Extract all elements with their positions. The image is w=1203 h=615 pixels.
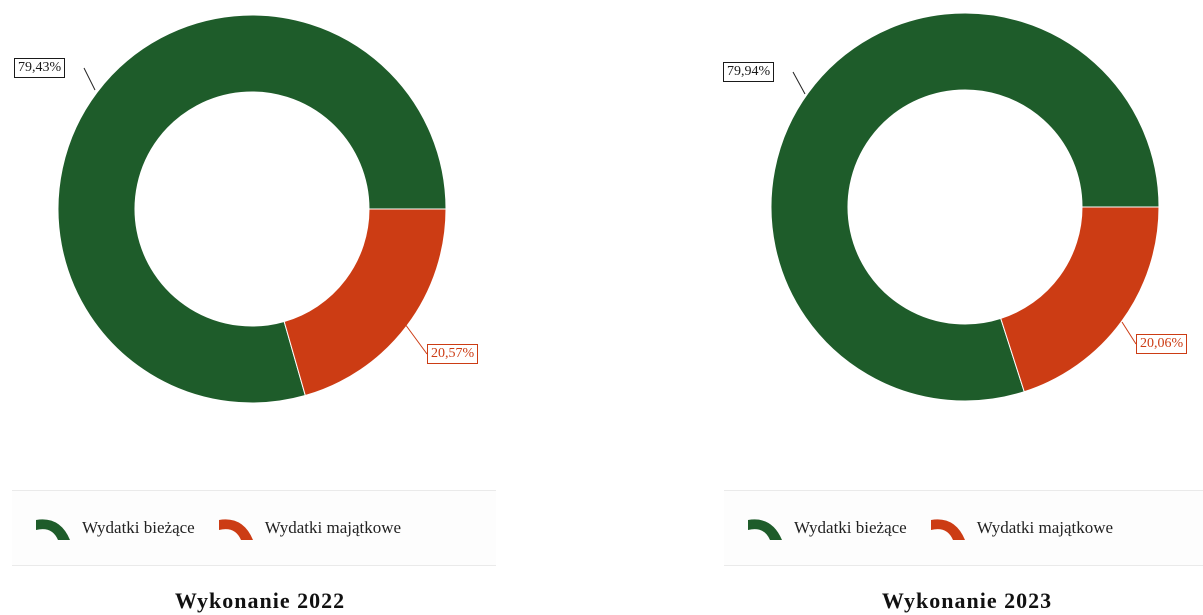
slice-wydatki-biezace xyxy=(57,14,447,404)
data-label-wydatki-majatkowe: 20,06% xyxy=(1136,334,1188,354)
slice-wydatki-majatkowe xyxy=(283,208,447,397)
donut-chart-2023 xyxy=(770,12,1160,402)
chart-2023: Wydatki bieżące Wydatki majątkowe Wykona… xyxy=(600,0,1203,615)
legend-swatch-biezace xyxy=(748,519,782,540)
slice-wydatki-majatkowe xyxy=(1000,206,1160,393)
donut-chart-2022 xyxy=(57,14,447,404)
legend-swatch-majatkowe xyxy=(218,519,253,540)
data-label-wydatki-biezace: 79,43% xyxy=(14,58,66,78)
legend-item-wydatki-majatkowe: Wydatki majątkowe xyxy=(929,514,1113,542)
label-leader-line xyxy=(792,71,806,95)
chart-title: Wykonanie 2023 xyxy=(881,588,1053,613)
data-label-wydatki-majatkowe: 20,57% xyxy=(427,344,479,364)
chart-2022: Wydatki bieżące Wydatki majątkowe Wykona… xyxy=(0,0,600,615)
legend-item-wydatki-majatkowe: Wydatki majątkowe xyxy=(217,514,401,542)
slice-wydatki-biezace xyxy=(770,12,1160,402)
chart-title: Wykonanie 2022 xyxy=(174,588,346,613)
legend-swatch-biezace xyxy=(36,519,70,540)
data-label-wydatki-biezace: 79,94% xyxy=(723,62,775,82)
legend-label: Wydatki majątkowe xyxy=(264,518,402,537)
legend-swatch-majatkowe xyxy=(930,519,965,540)
legend-item-wydatki-biezace: Wydatki bieżące xyxy=(34,514,195,542)
legend-label: Wydatki bieżące xyxy=(794,518,907,537)
legend-2022: Wydatki bieżące Wydatki majątkowe xyxy=(12,490,496,566)
legend-label: Wydatki bieżące xyxy=(82,518,195,537)
label-leader-line xyxy=(404,323,428,355)
legend-item-wydatki-biezace: Wydatki bieżące xyxy=(746,514,907,542)
legend-2023: Wydatki bieżące Wydatki majątkowe xyxy=(724,490,1203,566)
legend-label: Wydatki majątkowe xyxy=(976,518,1114,537)
label-leader-line xyxy=(83,67,96,91)
label-leader-line xyxy=(1121,321,1137,345)
